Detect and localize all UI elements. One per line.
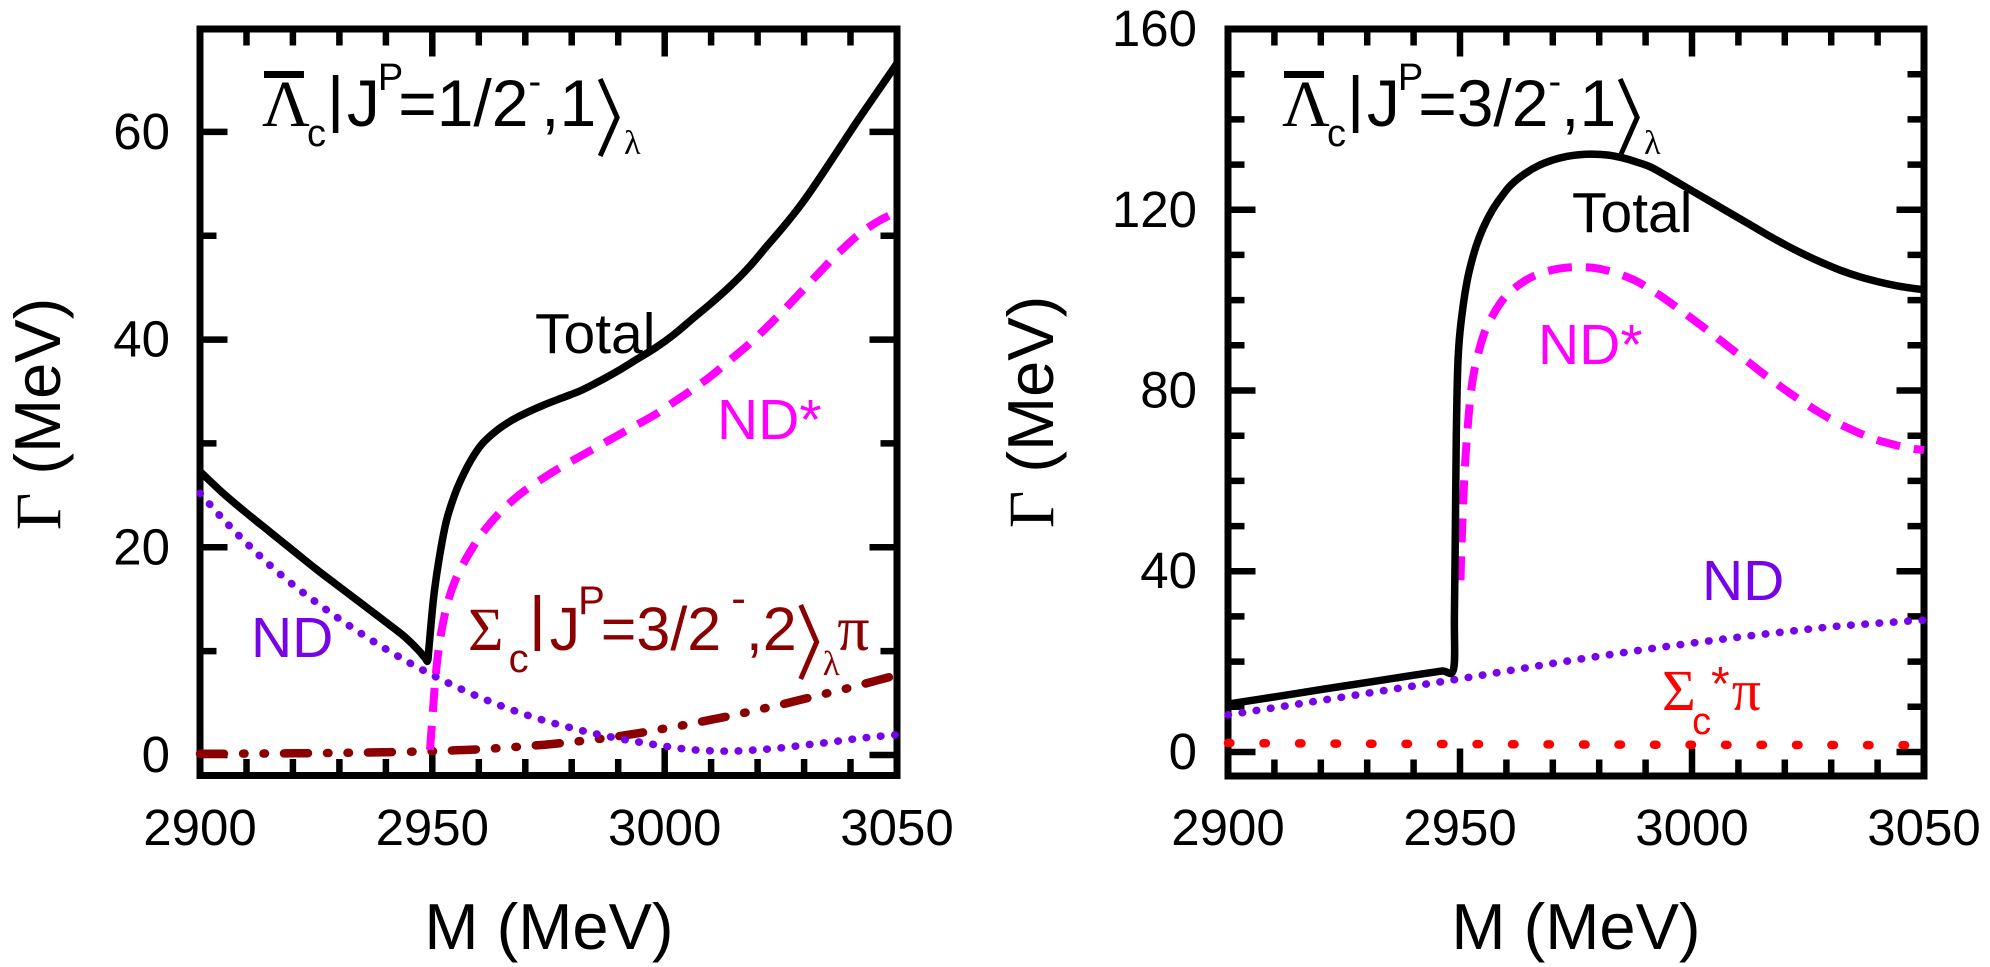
svg-text:60: 60	[113, 103, 170, 160]
svg-text:ND*: ND*	[1538, 313, 1643, 377]
svg-text:Γ (MeV): Γ (MeV)	[1, 298, 75, 531]
svg-text:c: c	[307, 113, 326, 155]
svg-text:3050: 3050	[1867, 799, 1980, 856]
svg-text:c: c	[1327, 113, 1346, 155]
svg-text:2950: 2950	[1403, 799, 1516, 856]
svg-text:π: π	[1732, 658, 1761, 723]
svg-text:-: -	[731, 574, 746, 623]
svg-text:Σ: Σ	[1662, 658, 1696, 723]
svg-text:λ: λ	[624, 125, 641, 162]
svg-text:80: 80	[1140, 362, 1197, 419]
svg-text:J: J	[347, 66, 380, 140]
svg-text:0: 0	[1169, 723, 1197, 780]
svg-text:ND: ND	[251, 606, 333, 670]
svg-text:40: 40	[1140, 542, 1197, 599]
svg-text:J: J	[550, 595, 581, 663]
svg-text:P: P	[578, 579, 605, 623]
svg-text:J: J	[1367, 66, 1400, 140]
svg-text:c: c	[1692, 701, 1711, 743]
svg-text:,1: ,1	[1561, 66, 1616, 140]
svg-text:3000: 3000	[1635, 799, 1748, 856]
svg-text:,2: ,2	[746, 595, 797, 663]
svg-text:ND*: ND*	[717, 388, 822, 452]
svg-text:2900: 2900	[143, 799, 256, 856]
svg-text:ND: ND	[1702, 549, 1784, 613]
svg-text:P: P	[1398, 57, 1423, 99]
svg-text:20: 20	[113, 518, 170, 575]
svg-text:=1/2: =1/2	[398, 66, 528, 140]
svg-text:Γ (MeV): Γ (MeV)	[994, 296, 1068, 529]
svg-text:2950: 2950	[376, 799, 489, 856]
svg-text:Λ: Λ	[262, 68, 310, 141]
svg-text:3050: 3050	[840, 799, 953, 856]
svg-text:Λ: Λ	[1282, 68, 1330, 141]
svg-text:2900: 2900	[1171, 799, 1284, 856]
svg-text:Total: Total	[535, 302, 655, 366]
svg-text:λ: λ	[1644, 125, 1661, 162]
svg-text:120: 120	[1112, 181, 1197, 238]
svg-text:-: -	[1548, 61, 1561, 103]
svg-text:40: 40	[113, 311, 170, 368]
svg-text:c: c	[509, 637, 529, 681]
svg-text:*: *	[1711, 658, 1730, 711]
svg-text:3000: 3000	[608, 799, 721, 856]
svg-text:-: -	[528, 61, 541, 103]
svg-text:Total: Total	[1572, 181, 1692, 245]
svg-text:0: 0	[142, 726, 170, 783]
svg-text:π: π	[837, 593, 869, 664]
svg-text:M (MeV): M (MeV)	[1451, 890, 1700, 963]
svg-text:Σ: Σ	[468, 597, 504, 664]
svg-text:=3/2: =3/2	[1418, 66, 1548, 140]
svg-text:=3/2: =3/2	[601, 595, 721, 663]
svg-text:160: 160	[1112, 0, 1197, 57]
svg-text:M (MeV): M (MeV)	[424, 890, 673, 963]
svg-text:λ: λ	[823, 644, 840, 683]
svg-text:,1: ,1	[541, 66, 596, 140]
svg-text:P: P	[378, 57, 403, 99]
